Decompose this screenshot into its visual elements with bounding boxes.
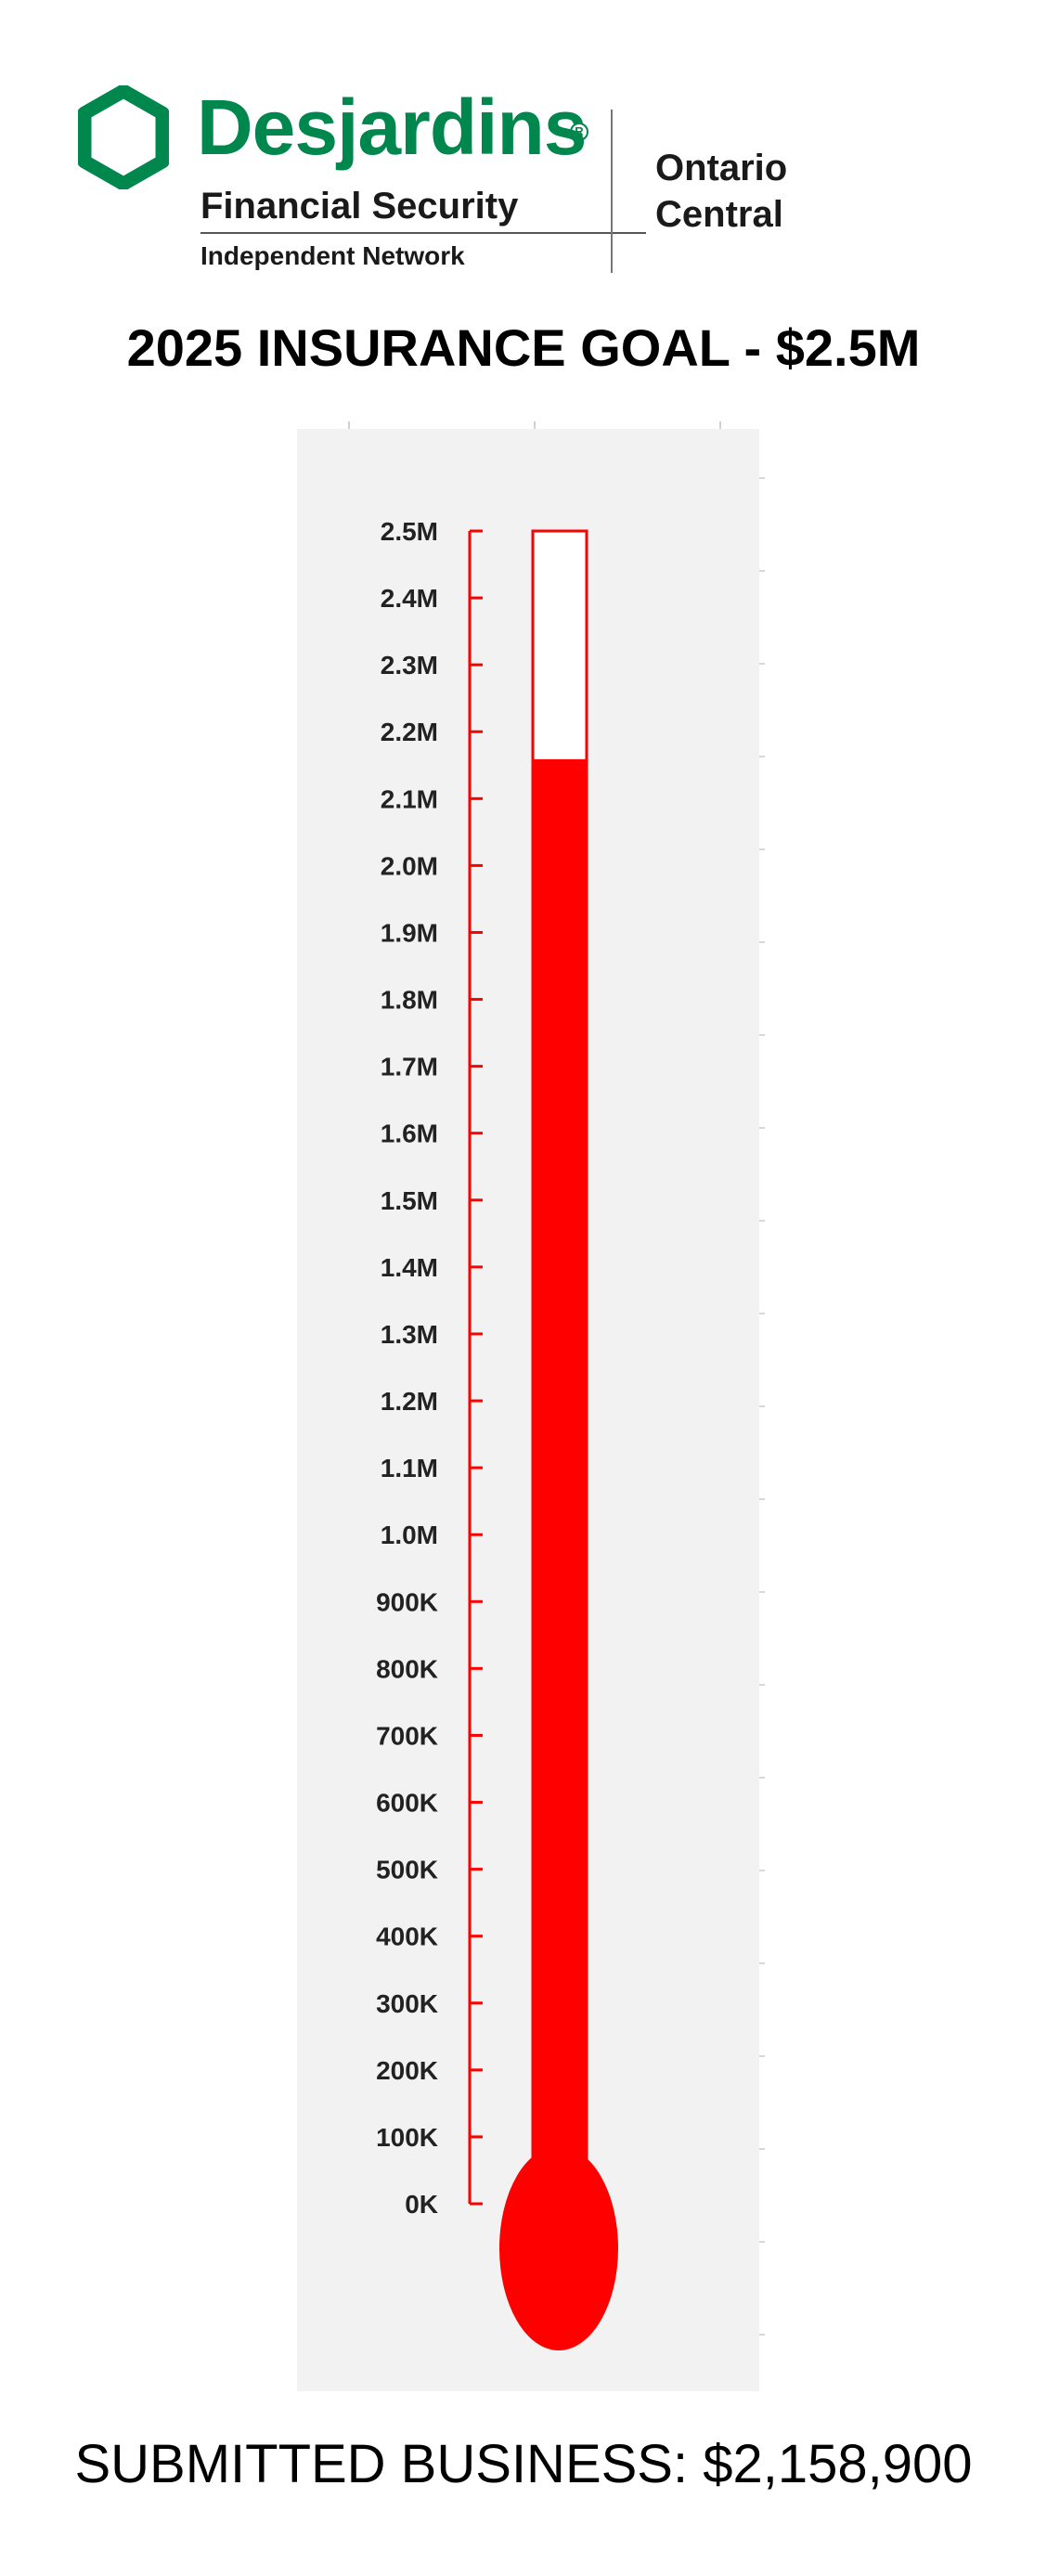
brand-subtitle: Financial Security xyxy=(200,186,519,227)
y-tick-label: 600K xyxy=(376,1789,438,1818)
y-tick-label: 1.6M xyxy=(381,1120,438,1148)
y-tick-label: 900K xyxy=(376,1587,438,1616)
y-tick-label: 400K xyxy=(376,1922,438,1951)
y-tick-label: 0K xyxy=(405,2190,438,2219)
brand-network: Independent Network xyxy=(200,241,465,270)
y-tick-label: 2.1M xyxy=(381,784,438,813)
y-tick-label: 1.5M xyxy=(381,1186,438,1215)
brand-name: Desjardins xyxy=(197,84,588,171)
brand-logo: Desjardins R Financial Security Independ… xyxy=(78,85,821,290)
y-tick-label: 1.8M xyxy=(381,986,438,1015)
hexagon-logo-icon xyxy=(78,85,169,189)
y-tick-label: 2.2M xyxy=(381,718,438,746)
y-tick-label: 2.3M xyxy=(381,651,438,680)
y-tick-label: 100K xyxy=(376,2123,438,2152)
y-tick-label: 1.0M xyxy=(381,1521,438,1549)
y-tick-label: 500K xyxy=(376,1856,438,1884)
goal-title: 2025 INSURANCE GOAL - $2.5M xyxy=(126,318,921,377)
submitted-business: SUBMITTED BUSINESS: $2,158,900 xyxy=(0,2432,1047,2497)
thermometer-bulb xyxy=(499,2146,618,2350)
y-tick-label: 200K xyxy=(376,2056,438,2085)
registered-mark: R xyxy=(570,123,588,141)
y-tick-label: 800K xyxy=(376,1654,438,1683)
y-tick-label: 300K xyxy=(376,1989,438,2018)
submitted-label: SUBMITTED BUSINESS: xyxy=(74,2434,689,2494)
submitted-value: $2,158,900 xyxy=(703,2434,973,2494)
y-tick-label: 700K xyxy=(376,1721,438,1750)
y-tick-label: 2.5M xyxy=(381,517,438,546)
chart-panel xyxy=(297,429,759,2391)
brand-divider-rule xyxy=(200,232,646,234)
y-tick-label: 2.4M xyxy=(381,584,438,613)
y-tick-label: 1.9M xyxy=(381,918,438,947)
y-tick-label: 2.0M xyxy=(381,851,438,880)
y-tick-label: 1.2M xyxy=(381,1387,438,1416)
thermometer-fill xyxy=(533,758,587,2248)
logo-divider xyxy=(611,110,613,273)
region-name: Ontario Central xyxy=(655,148,788,235)
y-tick-label: 1.4M xyxy=(381,1253,438,1282)
y-tick-label: 1.1M xyxy=(381,1454,438,1482)
y-tick-label: 1.7M xyxy=(381,1053,438,1081)
y-tick-label: 1.3M xyxy=(381,1320,438,1349)
